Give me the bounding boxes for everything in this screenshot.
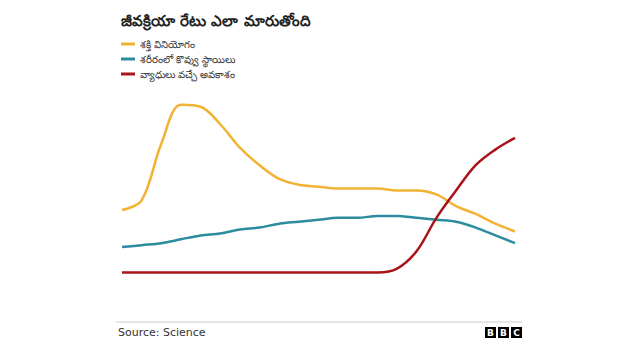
svg-text:శక్తి వినియోగం: శక్తి వినియోగం xyxy=(140,39,195,52)
svg-text:Source: Science: Source: Science xyxy=(118,326,206,339)
svg-text:B: B xyxy=(500,328,507,338)
svg-text:C: C xyxy=(513,328,520,338)
svg-text:B: B xyxy=(487,328,494,338)
svg-text:వ్యాధులు వచ్చే అవకాశం: వ్యాధులు వచ్చే అవకాశం xyxy=(140,69,235,82)
svg-text:శరీరంలో కొవ్వు స్థాయిలు: శరీరంలో కొవ్వు స్థాయిలు xyxy=(140,54,236,68)
svg-text:జీవక్రియా రేటు ఎలా మారుతోంది: జీవక్రియా రేటు ఎలా మారుతోంది xyxy=(121,12,311,31)
